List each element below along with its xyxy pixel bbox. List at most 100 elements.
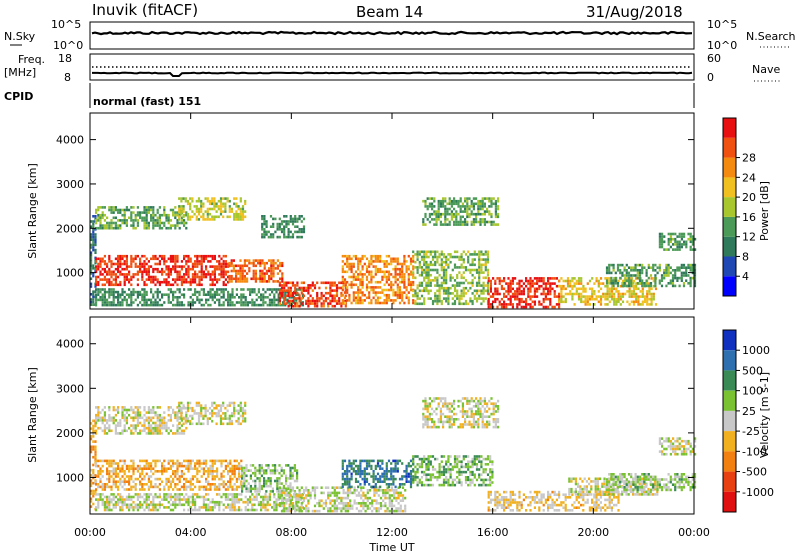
power-cell	[534, 277, 536, 280]
power-cell	[299, 297, 301, 300]
velocity-cell	[234, 488, 236, 491]
velocity-cell	[223, 460, 225, 463]
velocity-cell	[242, 501, 244, 504]
power-cell	[212, 273, 214, 276]
power-cell	[613, 264, 615, 267]
power-cell	[668, 233, 670, 236]
velocity-cell	[99, 467, 101, 470]
power-cell	[652, 269, 654, 272]
power-cell	[318, 297, 320, 300]
power-cell	[117, 224, 119, 227]
velocity-cell	[281, 475, 283, 478]
velocity-cell	[236, 501, 238, 504]
power-cell	[362, 291, 364, 294]
power-cell	[362, 302, 364, 305]
power-cell	[554, 295, 556, 298]
velocity-cell	[110, 493, 112, 496]
velocity-cell	[236, 509, 238, 512]
power-cell	[242, 218, 244, 221]
velocity-cell	[161, 470, 163, 473]
velocity-cell	[161, 465, 163, 468]
power-cell	[251, 291, 253, 294]
power-cell	[348, 255, 350, 258]
power-cell	[458, 300, 460, 303]
velocity-cell	[218, 504, 220, 507]
power-cell	[329, 284, 331, 287]
velocity-cell	[165, 467, 167, 470]
power-cell	[687, 282, 689, 285]
power-cell	[370, 278, 372, 281]
power-cell	[434, 292, 436, 295]
velocity-cell	[124, 419, 126, 422]
power-cell	[635, 266, 637, 269]
power-cell	[417, 303, 419, 306]
power-cell	[425, 256, 427, 259]
power-cell	[585, 301, 587, 304]
power-cell	[220, 208, 222, 211]
power-cell	[518, 293, 520, 296]
velocity-cell	[172, 460, 174, 463]
velocity-cell	[135, 417, 137, 420]
power-cell	[443, 292, 445, 295]
power-cell	[668, 243, 670, 246]
power-cell	[192, 268, 194, 271]
power-cell	[461, 290, 463, 293]
power-cell	[593, 298, 595, 301]
power-cell	[183, 281, 185, 284]
power-cell	[179, 288, 181, 291]
power-cell	[375, 265, 377, 268]
power-cell	[451, 213, 453, 216]
power-cell	[228, 262, 230, 265]
power-cell	[194, 293, 196, 296]
power-cell	[419, 284, 421, 287]
power-cell	[218, 299, 220, 302]
velocity-cell	[273, 506, 275, 509]
power-cell	[436, 297, 438, 300]
velocity-cell	[218, 412, 220, 415]
power-cell	[225, 263, 227, 266]
power-cell	[165, 214, 167, 217]
velocity-cell	[132, 417, 134, 420]
velocity-cell	[238, 478, 240, 481]
velocity-cell	[238, 509, 240, 512]
power-cell	[115, 278, 117, 281]
velocity-cell	[214, 486, 216, 489]
power-cell	[486, 210, 488, 213]
velocity-cell	[207, 480, 209, 483]
power-cell	[518, 298, 520, 301]
power-cell	[137, 224, 139, 227]
power-cell	[453, 223, 455, 226]
power-cell	[458, 266, 460, 269]
velocity-cell	[205, 504, 207, 507]
velocity-cell	[94, 440, 96, 443]
power-cell	[218, 293, 220, 296]
power-cell	[486, 221, 488, 224]
power-cell	[132, 291, 134, 294]
power-cell	[558, 295, 560, 298]
power-cell	[119, 304, 121, 307]
power-cell	[406, 268, 408, 271]
power-cell	[463, 258, 465, 261]
power-cell	[668, 248, 670, 251]
power-cell	[392, 291, 394, 294]
power-cell	[270, 270, 272, 273]
velocity-cell	[212, 483, 214, 486]
velocity-cell	[152, 417, 154, 420]
power-cell	[301, 231, 303, 234]
power-cell	[637, 295, 639, 298]
power-cell	[455, 221, 457, 224]
velocity-cell	[245, 485, 247, 488]
velocity-cell	[270, 482, 272, 485]
velocity-cell	[99, 498, 101, 501]
power-cell	[392, 258, 394, 261]
power-cell	[152, 304, 154, 307]
velocity-cell	[108, 498, 110, 501]
power-cell	[474, 277, 476, 280]
power-cell	[294, 302, 296, 305]
power-cell	[463, 290, 465, 293]
velocity-cell	[132, 496, 134, 499]
power-cell	[214, 265, 216, 268]
power-cell	[565, 301, 567, 304]
power-cell	[482, 205, 484, 208]
power-cell	[148, 278, 150, 281]
